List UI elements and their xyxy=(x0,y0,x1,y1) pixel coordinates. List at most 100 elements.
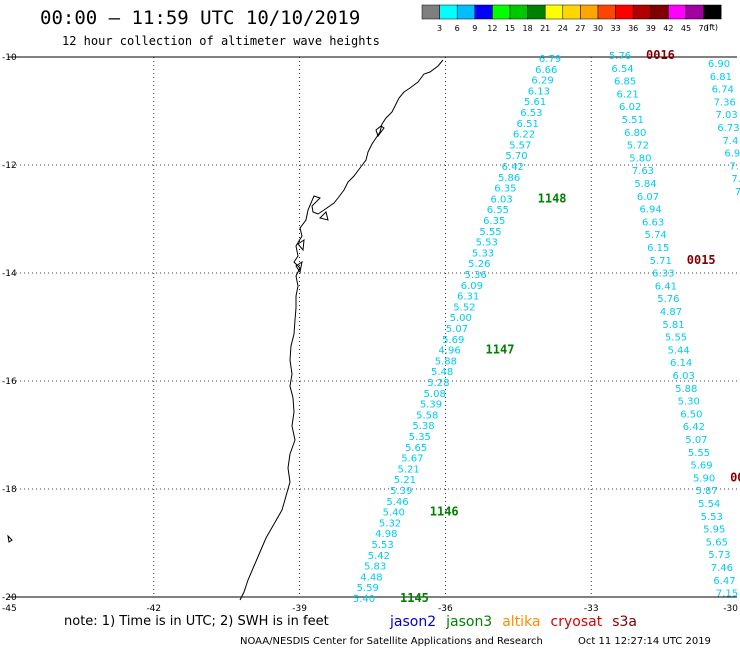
pass-time-label: 0015 xyxy=(687,253,716,267)
wave-height-value: 6.66 xyxy=(535,65,557,76)
scale-tick-label: 70 xyxy=(699,24,709,33)
pass-time-label: 1145 xyxy=(400,591,429,605)
wave-height-value: 5.53 xyxy=(476,238,498,249)
wave-height-value: 6.79 xyxy=(539,54,561,65)
lon-tick-label: -39 xyxy=(292,604,307,614)
wave-height-value: 6.35 xyxy=(483,216,505,227)
wave-height-value: 5.55 xyxy=(479,227,501,238)
wave-height-value: 5.73 xyxy=(708,550,730,561)
wave-height-value: 5.26 xyxy=(468,259,490,270)
scale-tick-label: 24 xyxy=(558,24,568,33)
scale-tick-label: 45 xyxy=(681,24,691,33)
legend-note: note: 1) Time is in UTC; 2) SWH is in fe… xyxy=(64,614,329,629)
wave-height-value: 6.07 xyxy=(637,192,659,203)
wave-height-value: 5.67 xyxy=(401,454,423,465)
wave-height-value: 5.53 xyxy=(371,540,393,551)
wave-height-value: 5.00 xyxy=(450,313,472,324)
track-a-values: 6.796.666.296.135.616.536.516.225.575.70… xyxy=(353,54,561,605)
wave-height-value: 6.42 xyxy=(683,422,705,433)
scale-swatch xyxy=(527,4,546,20)
wave-height-value: 5.88 xyxy=(675,384,697,395)
wave-height-value: 4.87 xyxy=(660,307,682,318)
wave-height-value: 6.63 xyxy=(642,217,664,228)
scale-swatch xyxy=(632,4,652,20)
lat-tick-label: -16 xyxy=(2,377,17,387)
lon-tick-label: -42 xyxy=(146,604,161,614)
scale-swatch xyxy=(456,4,476,20)
map-grid: -45 -42 -39 -36 -33 -30 -10 -12 -14 -16 -18 -20 xyxy=(2,53,738,614)
scale-tick-label: 15 xyxy=(505,24,515,33)
wave-height-value: 5.46 xyxy=(386,497,408,508)
wave-height-value: 5.70 xyxy=(505,151,527,162)
wave-height-value: 5.39 xyxy=(420,400,442,411)
scale-tick-label: 3 xyxy=(437,24,442,33)
wave-height-value: 7. xyxy=(729,161,739,172)
scale-tick-label: 27 xyxy=(575,24,585,33)
wave-height-value: 6.51 xyxy=(517,119,539,130)
wave-height-value: 6.31 xyxy=(457,292,479,303)
pass-time-label: 0016 xyxy=(646,48,675,62)
coastline xyxy=(239,59,444,601)
wave-height-value: 7.15 xyxy=(716,589,738,600)
legend-cryosat: cryosat xyxy=(551,614,603,630)
wave-height-value: 6.15 xyxy=(647,243,669,254)
wave-height-value: 4.96 xyxy=(438,346,460,357)
scale-swatch xyxy=(562,4,581,20)
wave-height-value: 5.71 xyxy=(650,256,672,267)
wave-height-value: 6.73 xyxy=(717,123,739,134)
wave-height-value: 5.44 xyxy=(667,345,689,356)
wave-height-value: 7. xyxy=(731,174,740,185)
wave-height-value: 5.07 xyxy=(446,324,468,335)
scale-swatch xyxy=(703,4,722,20)
wave-height-value: 4.98 xyxy=(375,529,397,540)
wave-height-value: 7.36 xyxy=(714,97,736,108)
wave-height-value: 5.95 xyxy=(703,525,725,536)
wave-height-value: 6.35 xyxy=(494,184,516,195)
wave-height-value: 5.30 xyxy=(678,397,700,408)
wave-height-value: 5.81 xyxy=(662,320,684,331)
map-subtitle: 12 hour collection of altimeter wave hei… xyxy=(62,34,380,48)
wave-height-value: 5.80 xyxy=(629,153,651,164)
wave-height-value: 5.40 xyxy=(353,594,375,605)
wave-height-value: 5.65 xyxy=(706,537,728,548)
lat-tick-label: -20 xyxy=(2,593,17,603)
pass-time-label: 00 xyxy=(730,470,740,484)
scale-swatch xyxy=(439,4,458,20)
wave-height-value: 6.22 xyxy=(513,130,535,141)
scale-swatch xyxy=(509,4,528,20)
wave-height-value: 5.42 xyxy=(368,551,390,562)
lat-tick-label: -12 xyxy=(2,161,17,171)
wave-height-value: 4.48 xyxy=(360,572,382,583)
wave-height-value: 6.94 xyxy=(639,205,661,216)
scale-tick-label: 12 xyxy=(487,24,497,33)
wave-height-value: 5.21 xyxy=(394,475,416,486)
wave-height-value: 5.55 xyxy=(665,333,687,344)
wave-height-value: 5.35 xyxy=(409,432,431,443)
scale-swatch xyxy=(474,4,493,20)
wave-height-value: 5.90 xyxy=(693,473,715,484)
wave-height-value: 5.28 xyxy=(427,378,449,389)
wave-height-value: 5.51 xyxy=(622,115,644,126)
track-c-values: 6.906.816.747.367.036.737.46.97.7.7 xyxy=(708,59,740,198)
lon-tick-label: -30 xyxy=(723,604,738,614)
credit-text: NOAA/NESDIS Center for Satellite Applica… xyxy=(240,636,543,647)
wave-height-value: 5.48 xyxy=(431,367,453,378)
scale-swatch xyxy=(650,4,669,20)
footer-timestamp: Oct 11 12:27:14 UTC 2019 xyxy=(578,636,711,647)
wave-height-value: 5.69 xyxy=(442,335,464,346)
scale-tick-label: 30 xyxy=(593,24,603,33)
scale-swatch xyxy=(597,4,616,20)
coastline-islands xyxy=(7,125,385,543)
scale-swatch xyxy=(685,4,704,20)
pass-time-label: 1146 xyxy=(430,505,459,519)
wave-height-value: 5.08 xyxy=(424,389,446,400)
scale-tick-label: 18 xyxy=(523,24,533,33)
wave-height-value: 5.52 xyxy=(453,302,475,313)
pass-time-label: 1147 xyxy=(486,343,515,357)
wave-height-value: 5.86 xyxy=(498,173,520,184)
scale-swatch xyxy=(492,4,511,20)
wave-height-value: 5.87 xyxy=(695,486,717,497)
track-b-values: 5.76 6.54 6.856.21 6.02 5.51 6.80 5.725.80 7.63… xyxy=(609,51,738,600)
wave-height-value: 6.02 xyxy=(619,102,641,113)
satellite-legend: jason2 jason3 altika cryosat s3a xyxy=(389,614,637,630)
